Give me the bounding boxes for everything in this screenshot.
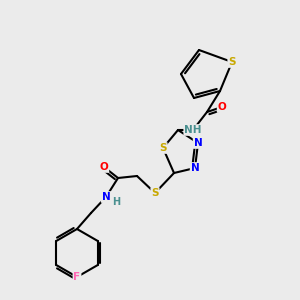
- Text: O: O: [100, 162, 108, 172]
- Text: S: S: [159, 143, 167, 153]
- Text: N: N: [194, 138, 202, 148]
- Text: N: N: [190, 163, 200, 173]
- Text: F: F: [74, 272, 81, 282]
- Text: NH: NH: [184, 125, 202, 135]
- Text: S: S: [151, 188, 159, 198]
- Text: N: N: [102, 192, 110, 202]
- Text: S: S: [228, 57, 236, 67]
- Text: H: H: [112, 197, 120, 207]
- Text: O: O: [218, 102, 226, 112]
